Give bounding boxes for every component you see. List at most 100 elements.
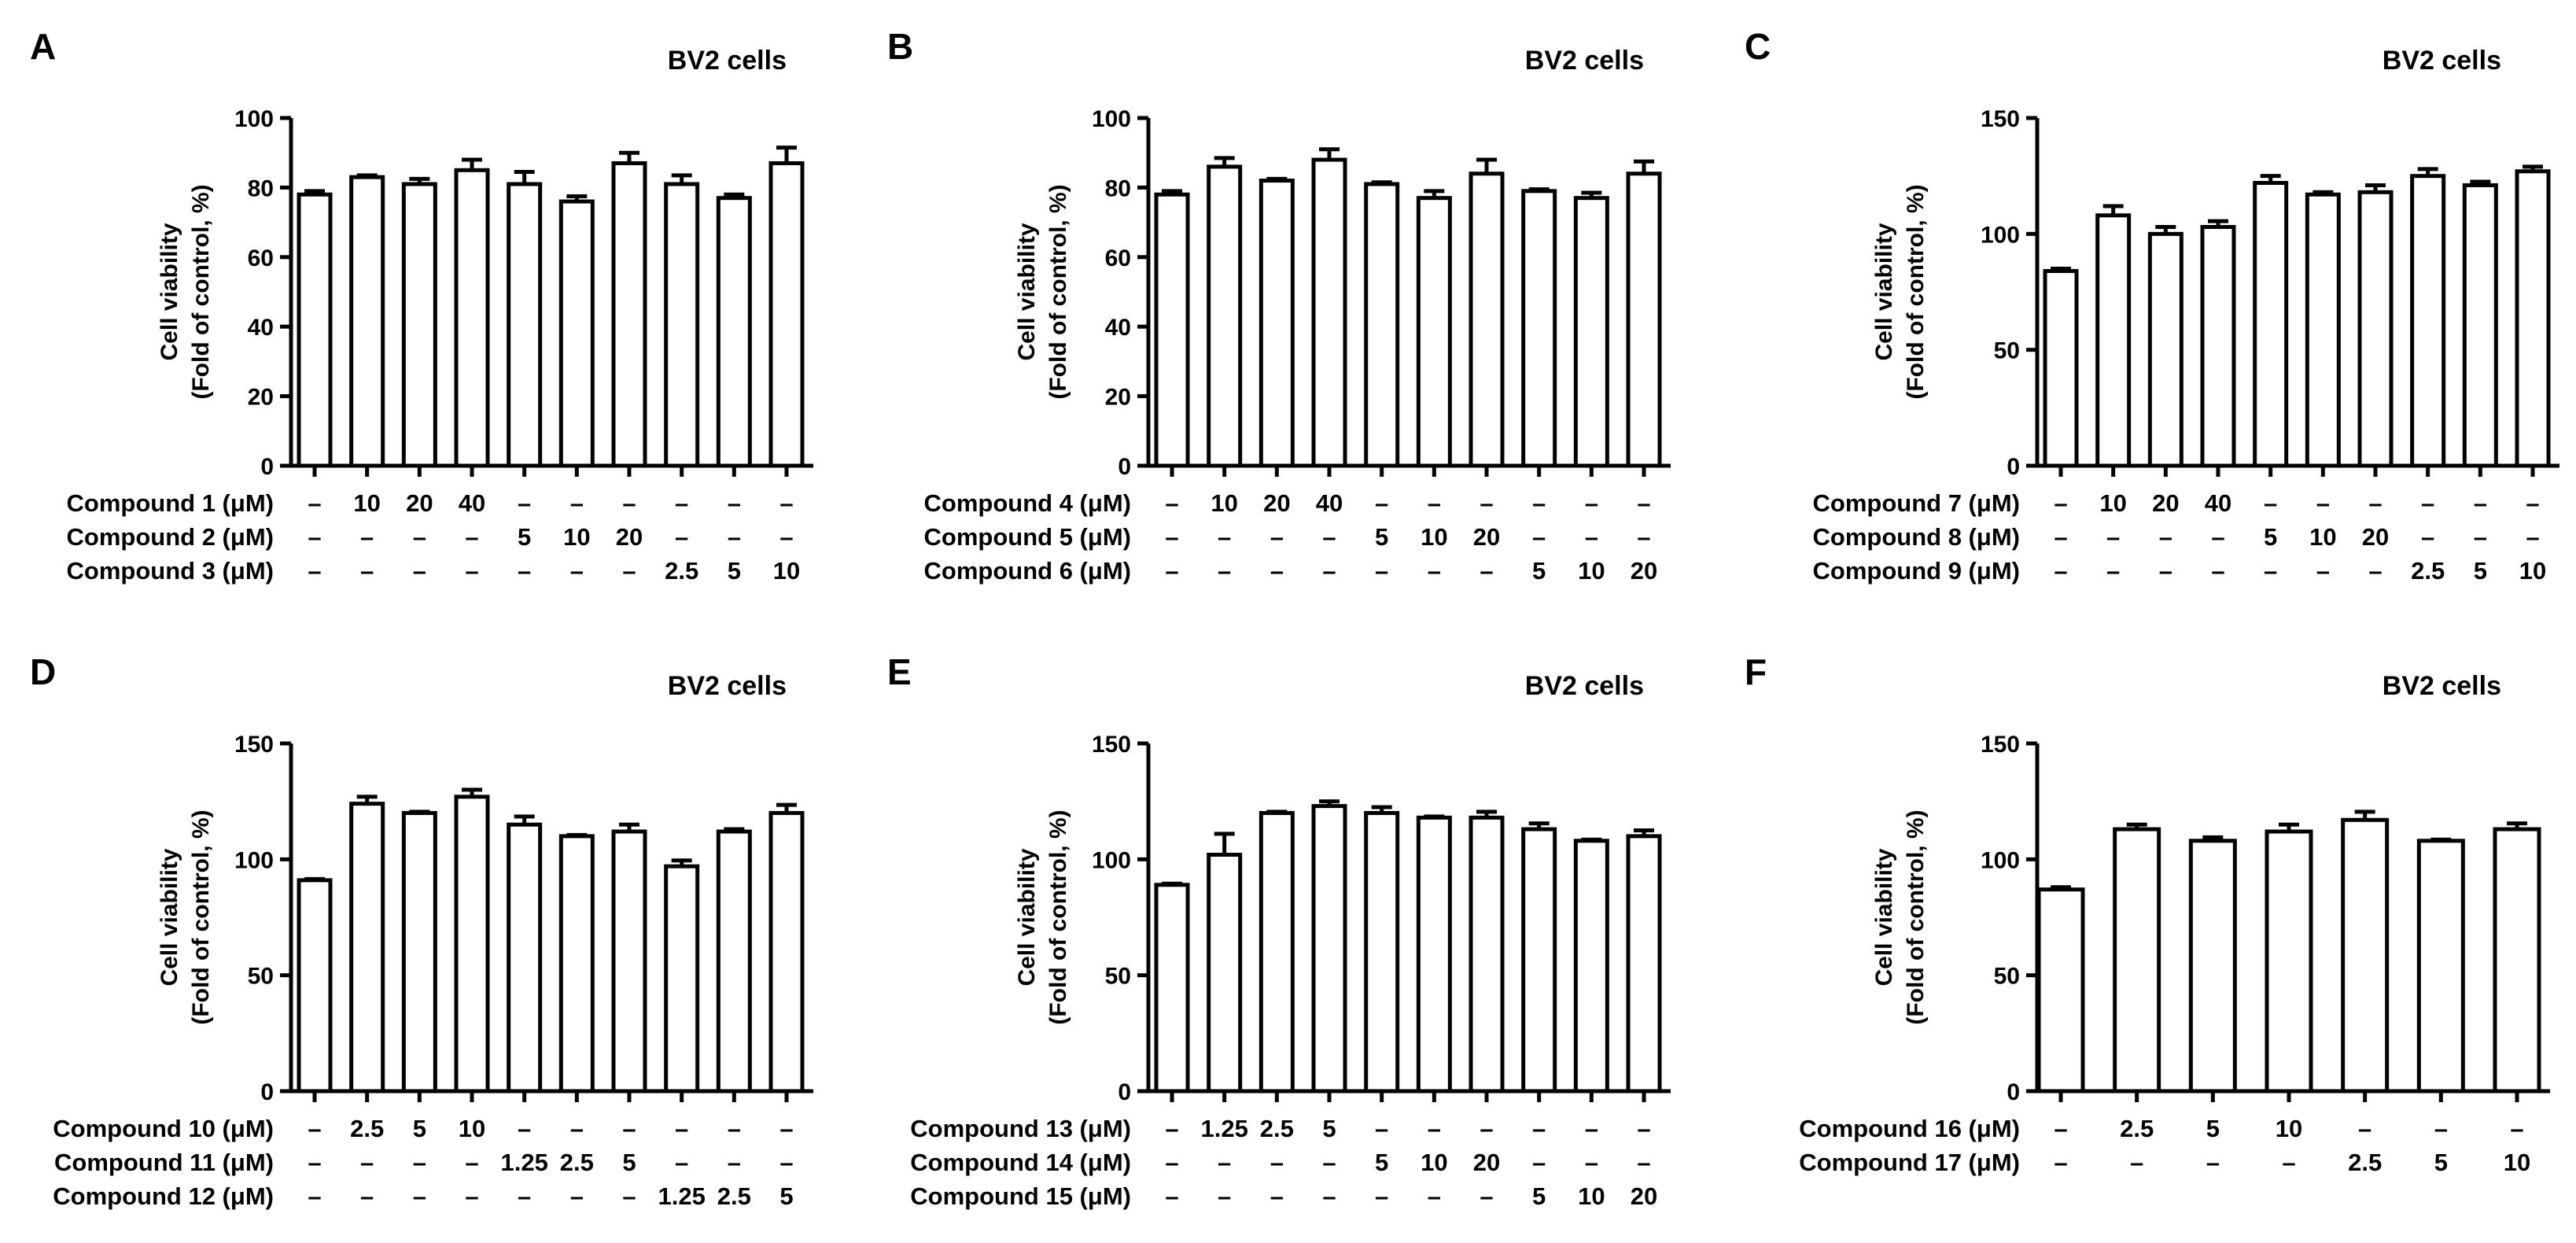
bar: [1521, 827, 1557, 1094]
bar: [1364, 182, 1400, 468]
y-tick-label: 20: [1105, 385, 1131, 411]
chart-title: BV2 cells: [1525, 46, 1644, 76]
treatment-cell: –: [308, 523, 321, 551]
treatment-cell: –: [1375, 557, 1388, 585]
panel-letter: C: [1745, 26, 1771, 67]
treatment-cell: 20: [1631, 557, 1657, 585]
bar: [1469, 815, 1505, 1094]
bar: [2462, 183, 2498, 468]
treatment-cell: –: [1480, 489, 1493, 517]
treatment-cell: –: [1165, 1115, 1178, 1142]
bar: [454, 795, 490, 1094]
treatment-cell: 10: [1578, 557, 1605, 585]
treatment-cell: –: [1165, 1149, 1178, 1176]
y-tick-label: 0: [1118, 454, 1131, 480]
treatment-label: Compound 6 (μM): [924, 557, 1131, 585]
bar: [297, 878, 333, 1094]
bar: [2036, 887, 2085, 1094]
panel-e: E BV2 cells Cell viability (Fold of control…: [887, 651, 1671, 1210]
treatment-cell: –: [2526, 489, 2539, 517]
treatment-cell: –: [518, 557, 531, 585]
treatment-cell: –: [1322, 1149, 1336, 1176]
bar: [507, 822, 543, 1094]
bar: [1259, 179, 1295, 468]
treatment-cell: 5: [413, 1115, 426, 1142]
treatment-cell: –: [2054, 523, 2067, 551]
treatment-cell: –: [1322, 557, 1336, 585]
treatment-cell: –: [1585, 1115, 1598, 1142]
bar: [768, 810, 805, 1094]
bar: [2200, 224, 2236, 468]
treatment-cell: –: [308, 1182, 321, 1210]
treatment-label: Compound 12 (μM): [53, 1182, 274, 1210]
treatment-cell: –: [570, 1115, 584, 1142]
treatment-cell: –: [622, 1182, 636, 1210]
treatment-cell: –: [1585, 489, 1598, 517]
bar: [1364, 810, 1400, 1094]
treatment-cell: –: [2106, 523, 2120, 551]
treatment-cell: 2.5: [560, 1149, 594, 1176]
treatment-cell: –: [2211, 523, 2224, 551]
treatment-cell: 5: [2434, 1149, 2448, 1176]
panel-letter: D: [30, 651, 56, 692]
y-tick-label: 150: [1092, 732, 1131, 758]
bar: [1416, 815, 1452, 1094]
treatment-cell: –: [622, 557, 636, 585]
y-tick-label: 50: [248, 964, 274, 990]
treatment-cell: –: [1428, 557, 1441, 585]
treatment-label: Compound 16 (μM): [1799, 1115, 2020, 1142]
treatment-cell: 20: [2152, 489, 2179, 517]
treatment-cell: –: [728, 1115, 741, 1142]
bar: [2493, 827, 2541, 1094]
treatment-cell: 40: [2205, 489, 2231, 517]
y-tick-label: 100: [1981, 847, 2020, 873]
treatment-cell: 40: [459, 489, 485, 517]
bar: [2341, 817, 2390, 1094]
treatment-cell: 10: [459, 1115, 485, 1142]
y-axis-label: (Fold of control, %): [188, 184, 214, 399]
treatment-cell: –: [2054, 1115, 2067, 1142]
bar: [1311, 804, 1347, 1094]
treatment-cell: 10: [2276, 1115, 2302, 1142]
y-tick-label: 100: [1981, 222, 2020, 248]
y-tick-label: 40: [1105, 315, 1131, 341]
treatment-cell: –: [413, 523, 426, 551]
treatment-cell: –: [360, 1149, 374, 1176]
treatment-cell: 1.25: [1200, 1115, 1247, 1142]
y-tick-label: 0: [2007, 1079, 2020, 1105]
treatment-cell: –: [2159, 557, 2172, 585]
treatment-cell: –: [1165, 523, 1178, 551]
treatment-cell: 5: [2474, 557, 2487, 585]
treatment-cell: –: [360, 1182, 374, 1210]
treatment-cell: 5: [1532, 1182, 1546, 1210]
panel-letter: E: [887, 651, 912, 692]
treatment-cell: –: [518, 1182, 531, 1210]
y-tick-label: 150: [234, 732, 274, 758]
y-tick-label: 60: [248, 245, 274, 271]
treatment-cell: –: [1532, 489, 1546, 517]
y-tick-label: 50: [1994, 338, 2020, 364]
treatment-cell: 2.5: [2411, 557, 2445, 585]
bar: [1311, 157, 1347, 468]
treatment-cell: –: [2159, 523, 2172, 551]
treatment-cell: –: [1428, 1115, 1441, 1142]
treatment-cell: –: [518, 489, 531, 517]
bar: [716, 196, 752, 468]
treatment-label: Compound 4 (μM): [924, 489, 1131, 517]
y-axis-label: Cell viability: [157, 223, 182, 360]
treatment-label: Compound 2 (μM): [67, 523, 274, 551]
panel-letter: F: [1745, 651, 1767, 692]
treatment-cell: –: [1532, 1149, 1546, 1176]
treatment-cell: –: [1165, 1182, 1178, 1210]
treatment-cell: 10: [2309, 523, 2336, 551]
bar: [2253, 181, 2289, 468]
treatment-cell: –: [2368, 489, 2382, 517]
bar: [1207, 852, 1243, 1094]
panel-f: F BV2 cells Cell viability (Fold of control…: [1745, 651, 2550, 1176]
bar: [1207, 164, 1243, 468]
treatment-cell: –: [518, 1115, 531, 1142]
treatment-cell: –: [360, 557, 374, 585]
y-tick-label: 80: [1105, 175, 1131, 201]
y-axis-label: Cell viability: [157, 848, 182, 986]
treatment-cell: 5: [1375, 523, 1388, 551]
